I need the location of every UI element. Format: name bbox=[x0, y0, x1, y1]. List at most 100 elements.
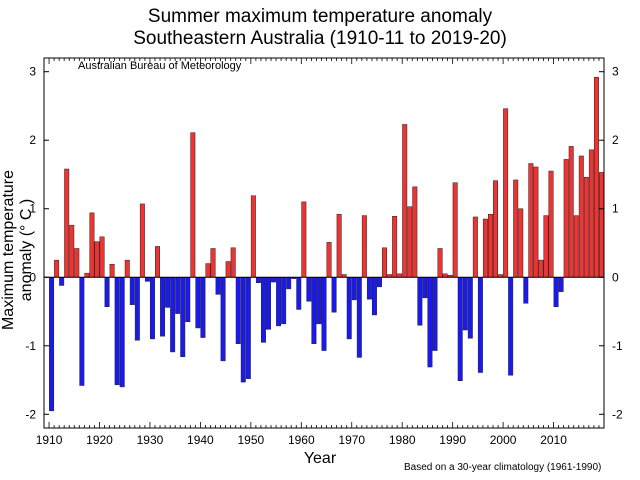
bar bbox=[200, 277, 206, 338]
chart-title: Summer maximum temperature anomaly bbox=[147, 6, 493, 27]
bar bbox=[402, 124, 408, 278]
bar bbox=[336, 213, 342, 278]
bar bbox=[180, 277, 186, 357]
bar bbox=[255, 277, 261, 283]
x-tick-label: 1920 bbox=[86, 433, 113, 447]
bar bbox=[583, 176, 589, 278]
bar bbox=[215, 277, 221, 295]
x-tick-label: 1980 bbox=[389, 433, 416, 447]
bar bbox=[114, 277, 120, 386]
plot-frame bbox=[43, 57, 605, 429]
y-tick-label-right: -1 bbox=[612, 339, 623, 353]
bar bbox=[417, 277, 423, 326]
y-tick-label-right: 1 bbox=[612, 202, 619, 216]
bar bbox=[346, 277, 352, 340]
bar bbox=[190, 132, 196, 278]
bar bbox=[260, 277, 266, 343]
y-tick-label-left: -2 bbox=[25, 407, 36, 421]
bar bbox=[361, 215, 367, 278]
bar bbox=[281, 277, 287, 325]
bar bbox=[170, 277, 176, 353]
bar bbox=[144, 277, 150, 282]
bar bbox=[432, 277, 438, 351]
y-tick-label-left: 2 bbox=[29, 133, 36, 147]
y-tick-label-left: 3 bbox=[29, 65, 36, 79]
y-tick-label-left: -1 bbox=[25, 339, 36, 353]
bar bbox=[437, 248, 443, 278]
bar bbox=[134, 277, 140, 341]
bar bbox=[129, 277, 135, 305]
bar bbox=[538, 259, 544, 278]
x-tick-label: 1990 bbox=[439, 433, 466, 447]
y-tick-label-right: 3 bbox=[612, 65, 619, 79]
bar bbox=[64, 168, 70, 278]
bar bbox=[240, 277, 246, 383]
bar bbox=[377, 277, 382, 288]
bar bbox=[49, 277, 55, 412]
bar bbox=[543, 215, 549, 278]
bar bbox=[518, 208, 524, 278]
x-tick-label: 1940 bbox=[187, 433, 214, 447]
bar bbox=[467, 277, 473, 339]
bar bbox=[321, 277, 327, 351]
bar bbox=[331, 277, 337, 313]
bar bbox=[316, 277, 322, 325]
bar bbox=[109, 263, 115, 278]
bar bbox=[366, 277, 372, 300]
bar bbox=[493, 180, 499, 278]
bar bbox=[220, 277, 226, 362]
bar bbox=[89, 212, 95, 278]
bar bbox=[558, 277, 564, 292]
bar bbox=[99, 236, 105, 278]
bar bbox=[392, 216, 398, 278]
bar bbox=[508, 277, 514, 376]
bar bbox=[276, 277, 282, 327]
bar bbox=[578, 155, 584, 278]
bar bbox=[230, 247, 236, 278]
bar bbox=[79, 277, 85, 386]
bar bbox=[593, 76, 599, 278]
bar bbox=[195, 277, 201, 329]
bar bbox=[165, 277, 171, 308]
bar bbox=[225, 261, 231, 278]
bar bbox=[452, 182, 458, 278]
bar bbox=[104, 277, 110, 307]
bar bbox=[271, 277, 277, 283]
bar bbox=[250, 195, 256, 278]
bar bbox=[149, 277, 155, 340]
bar bbox=[351, 277, 357, 301]
bar bbox=[407, 206, 413, 278]
footnote: Based on a 30-year climatology (1961-199… bbox=[404, 462, 602, 473]
bar bbox=[235, 277, 241, 344]
x-tick-label: 1910 bbox=[36, 433, 63, 447]
bar bbox=[488, 213, 493, 278]
bar bbox=[286, 277, 292, 290]
bar bbox=[296, 277, 302, 310]
chart-subtitle: Southeastern Australia (1910-11 to 2019-… bbox=[133, 28, 507, 49]
bar bbox=[84, 272, 90, 278]
bar bbox=[382, 247, 388, 278]
bar bbox=[94, 241, 100, 278]
x-tick-label: 1930 bbox=[137, 433, 164, 447]
bar bbox=[442, 273, 448, 278]
y-tick-label-right: 2 bbox=[612, 133, 619, 147]
bar bbox=[119, 277, 125, 388]
bar bbox=[155, 246, 160, 278]
bar bbox=[245, 277, 251, 379]
x-axis-label: Year bbox=[303, 450, 337, 467]
bar bbox=[54, 259, 60, 278]
bar bbox=[139, 203, 145, 278]
x-tick-label: 2010 bbox=[540, 433, 567, 447]
bar bbox=[548, 170, 554, 278]
bar bbox=[356, 277, 362, 358]
bar bbox=[311, 277, 317, 344]
x-tick-label: 1960 bbox=[288, 433, 315, 447]
bar bbox=[266, 277, 271, 330]
x-tick-label: 1970 bbox=[338, 433, 365, 447]
bar bbox=[175, 277, 181, 314]
bar bbox=[472, 216, 478, 278]
bar bbox=[397, 273, 403, 278]
bar bbox=[59, 277, 65, 286]
bar bbox=[124, 259, 130, 278]
